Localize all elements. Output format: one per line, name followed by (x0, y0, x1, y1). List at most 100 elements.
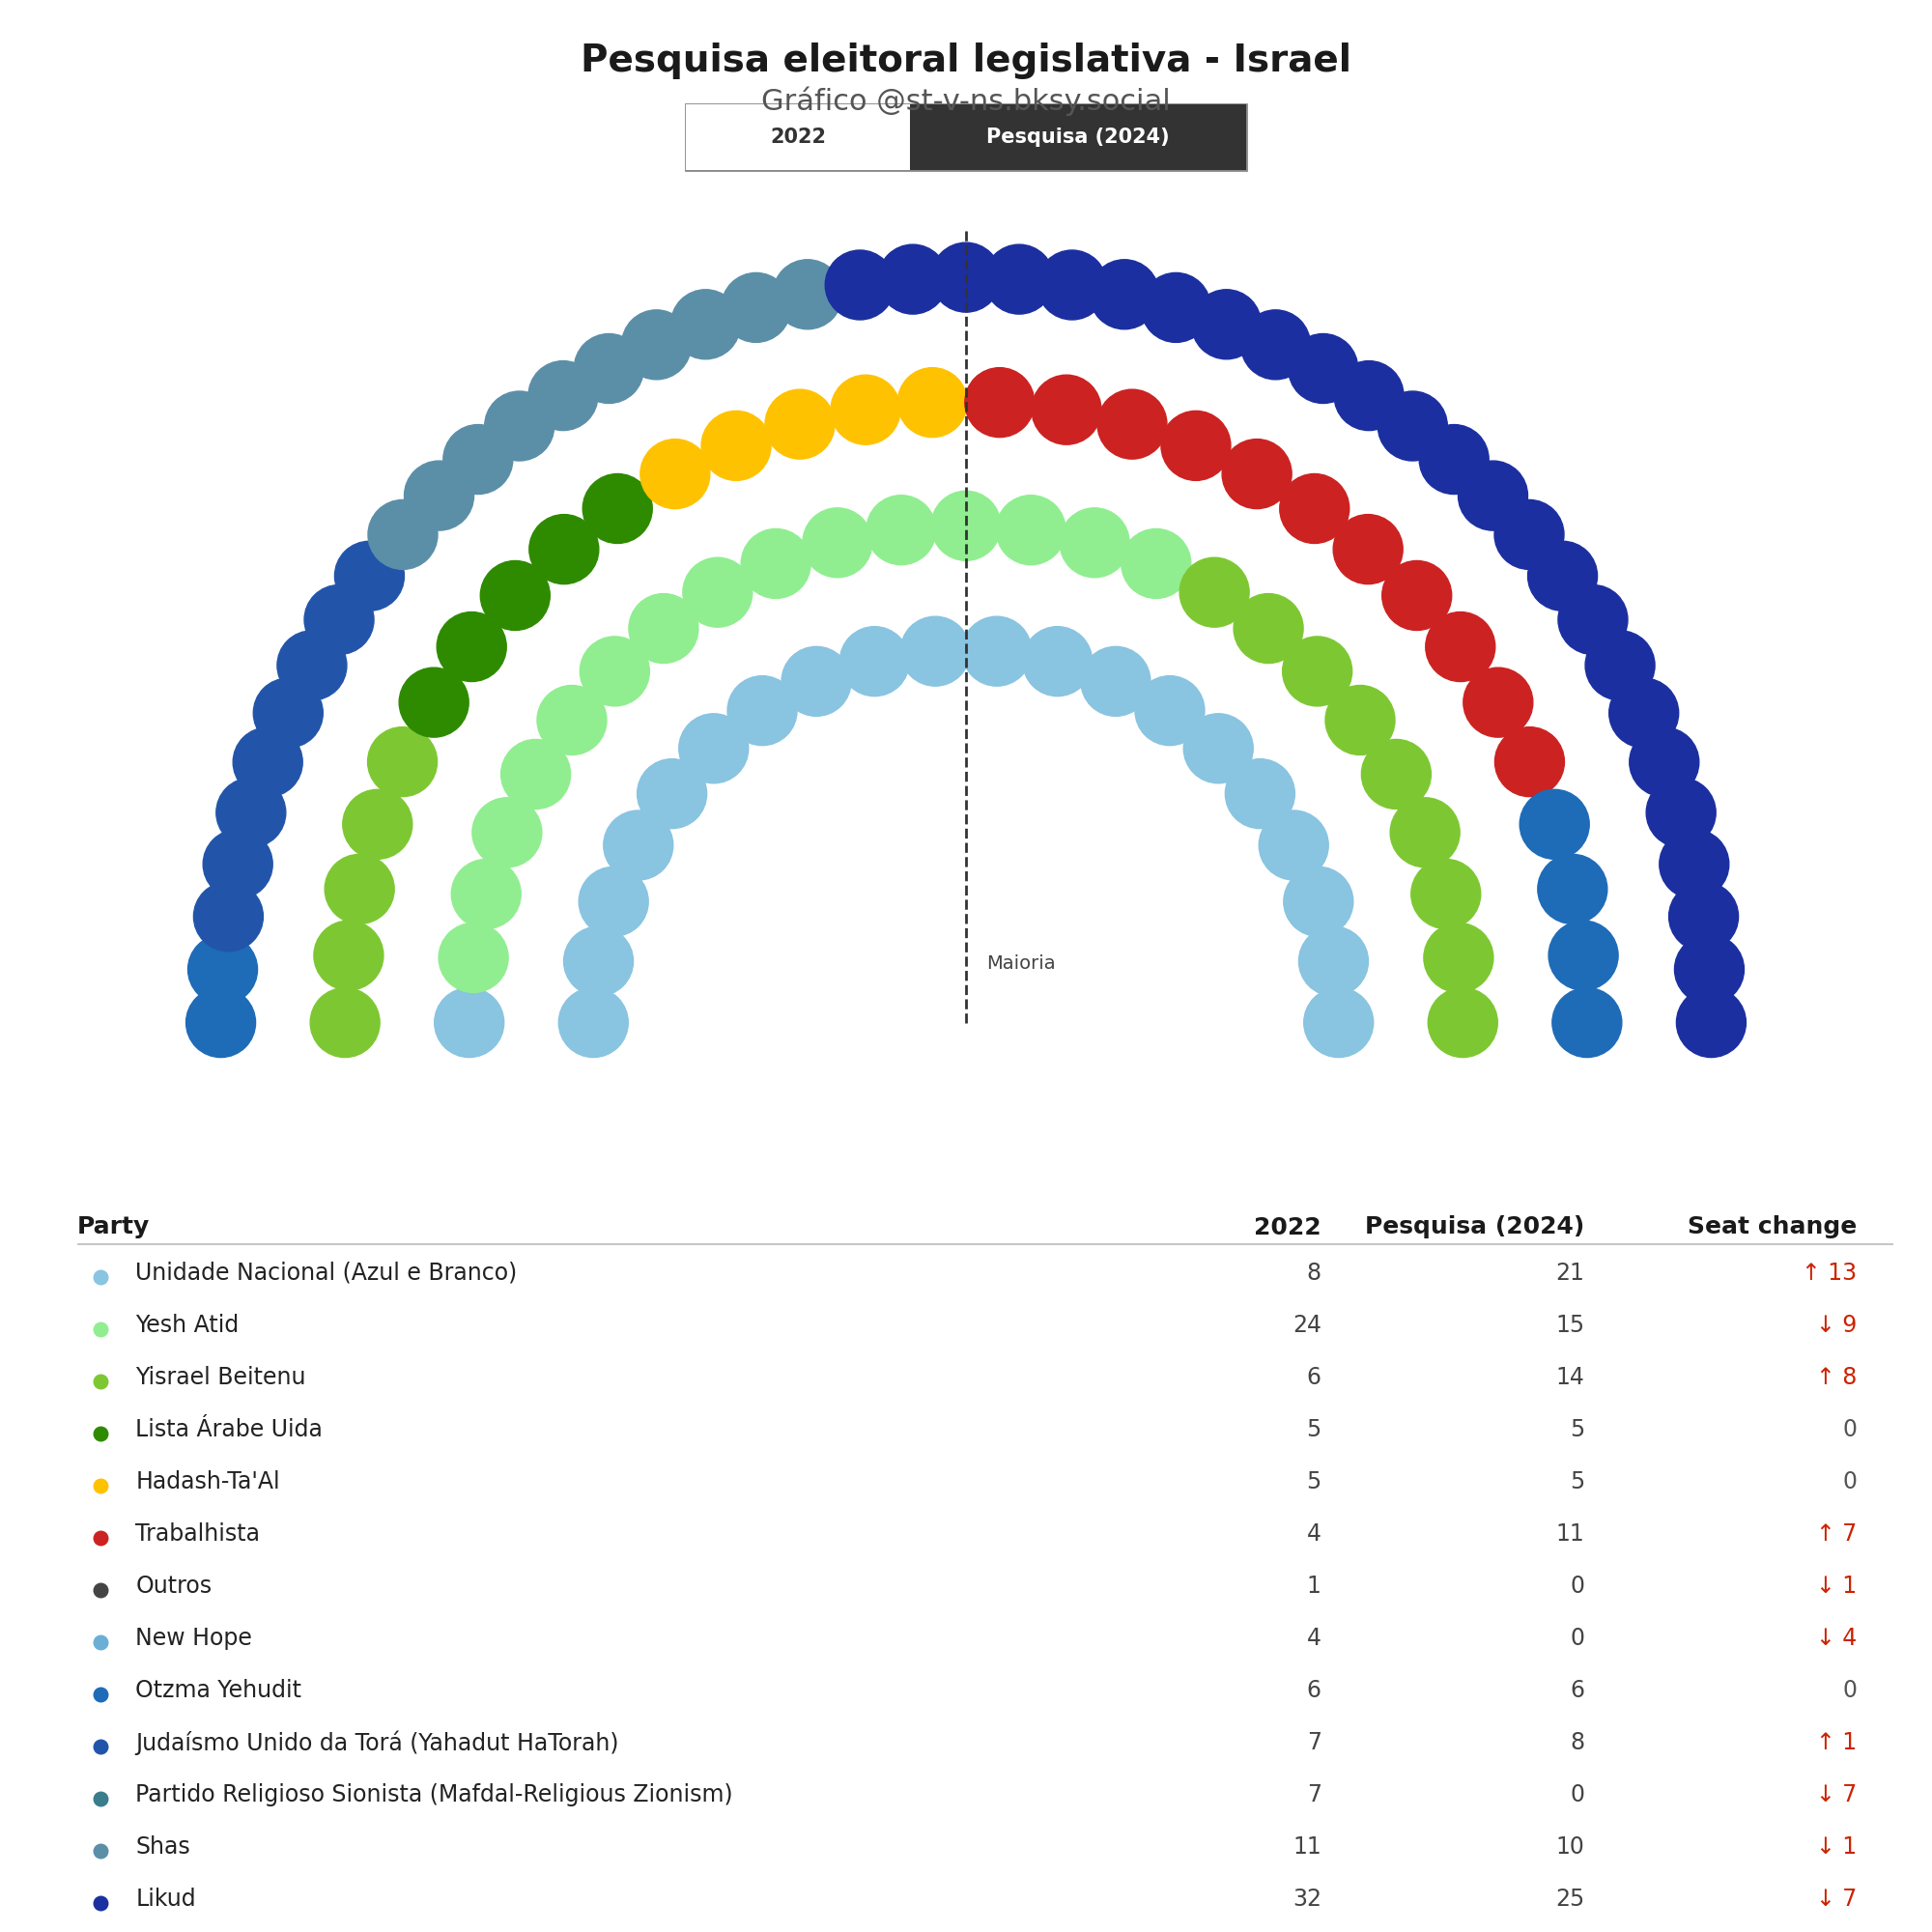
Circle shape (564, 927, 634, 997)
Circle shape (985, 245, 1055, 315)
Text: ↓ 7: ↓ 7 (1816, 1783, 1857, 1806)
Circle shape (334, 541, 404, 611)
Text: 4: 4 (1306, 1522, 1321, 1546)
Circle shape (1677, 987, 1747, 1057)
Circle shape (527, 361, 597, 431)
Circle shape (1240, 309, 1310, 379)
Text: 8: 8 (1306, 1262, 1321, 1285)
Text: 0: 0 (1571, 1575, 1584, 1598)
Circle shape (1520, 790, 1590, 860)
Circle shape (1410, 860, 1480, 929)
Circle shape (583, 473, 653, 543)
Text: ↓ 1: ↓ 1 (1816, 1835, 1857, 1859)
Circle shape (670, 290, 740, 359)
Circle shape (1142, 272, 1211, 342)
Circle shape (442, 425, 512, 495)
Text: 4: 4 (1306, 1627, 1321, 1650)
Circle shape (1283, 867, 1352, 937)
Circle shape (1495, 726, 1565, 796)
Text: Pesquisa eleitoral legislativa - Israel: Pesquisa eleitoral legislativa - Israel (580, 43, 1352, 79)
Circle shape (866, 495, 935, 564)
Text: 24: 24 (1293, 1314, 1321, 1337)
Circle shape (404, 462, 473, 531)
Circle shape (638, 759, 707, 829)
Circle shape (1283, 636, 1352, 705)
Circle shape (342, 790, 412, 860)
Circle shape (682, 558, 752, 628)
Circle shape (234, 726, 303, 796)
Text: Shas: Shas (135, 1835, 189, 1859)
Circle shape (802, 508, 871, 578)
Text: 15: 15 (1555, 1314, 1584, 1337)
Text: 11: 11 (1555, 1522, 1584, 1546)
Circle shape (1362, 740, 1432, 810)
Circle shape (367, 726, 437, 796)
Text: Unidade Nacional (Azul e Branco): Unidade Nacional (Azul e Branco) (135, 1262, 518, 1285)
Circle shape (400, 668, 469, 738)
Circle shape (185, 987, 255, 1057)
Circle shape (1391, 798, 1461, 867)
Circle shape (485, 392, 554, 462)
Text: 14: 14 (1555, 1366, 1584, 1389)
Circle shape (574, 334, 643, 404)
Text: Hadash-Ta'Al: Hadash-Ta'Al (135, 1470, 280, 1493)
Text: 6: 6 (1571, 1679, 1584, 1702)
Circle shape (825, 249, 895, 319)
Circle shape (622, 309, 692, 379)
Circle shape (216, 779, 286, 848)
Circle shape (1180, 558, 1250, 628)
Circle shape (1032, 375, 1101, 444)
Text: 21: 21 (1555, 1262, 1584, 1285)
Circle shape (898, 367, 968, 437)
Text: Otzma Yehudit: Otzma Yehudit (135, 1679, 301, 1702)
Text: 0: 0 (1843, 1470, 1857, 1493)
Circle shape (1225, 759, 1294, 829)
Circle shape (305, 585, 375, 655)
Text: Maioria: Maioria (987, 954, 1057, 974)
Circle shape (1660, 829, 1729, 898)
Circle shape (1586, 630, 1656, 699)
Circle shape (1378, 392, 1447, 462)
Circle shape (603, 810, 672, 879)
Text: 2022: 2022 (1254, 1215, 1321, 1238)
Circle shape (1528, 541, 1598, 611)
Circle shape (900, 616, 970, 686)
Circle shape (1223, 439, 1293, 508)
Circle shape (1428, 987, 1497, 1057)
Circle shape (1022, 626, 1092, 696)
Circle shape (1538, 854, 1607, 923)
Text: 5: 5 (1571, 1418, 1584, 1441)
Circle shape (1424, 923, 1493, 993)
Text: ↑ 8: ↑ 8 (1816, 1366, 1857, 1389)
Text: 0: 0 (1571, 1627, 1584, 1650)
Circle shape (1134, 676, 1204, 746)
Text: 11: 11 (1293, 1835, 1321, 1859)
Text: Trabalhista: Trabalhista (135, 1522, 261, 1546)
Circle shape (1551, 987, 1621, 1057)
Text: 25: 25 (1555, 1888, 1584, 1911)
Text: Pesquisa (2024): Pesquisa (2024) (987, 128, 1169, 147)
Circle shape (1037, 249, 1107, 319)
Text: 0: 0 (1571, 1783, 1584, 1806)
Text: Gráfico @st-v-ns.bksy.social: Gráfico @st-v-ns.bksy.social (761, 87, 1171, 116)
Circle shape (782, 647, 852, 717)
Circle shape (253, 678, 323, 748)
Circle shape (840, 626, 910, 696)
Text: 10: 10 (1555, 1835, 1584, 1859)
FancyBboxPatch shape (686, 104, 910, 170)
Point (1184, 981, 1215, 1012)
Circle shape (580, 867, 649, 937)
Text: Seat change: Seat change (1689, 1215, 1857, 1238)
Circle shape (931, 243, 1001, 313)
Circle shape (1260, 810, 1329, 879)
Circle shape (1121, 529, 1190, 599)
Circle shape (1420, 425, 1490, 495)
Circle shape (580, 636, 649, 705)
Circle shape (962, 616, 1032, 686)
Circle shape (1279, 473, 1349, 543)
Circle shape (701, 412, 771, 481)
Circle shape (1097, 390, 1167, 460)
Text: Party: Party (77, 1215, 151, 1238)
Circle shape (1669, 881, 1739, 951)
Circle shape (1381, 560, 1451, 630)
